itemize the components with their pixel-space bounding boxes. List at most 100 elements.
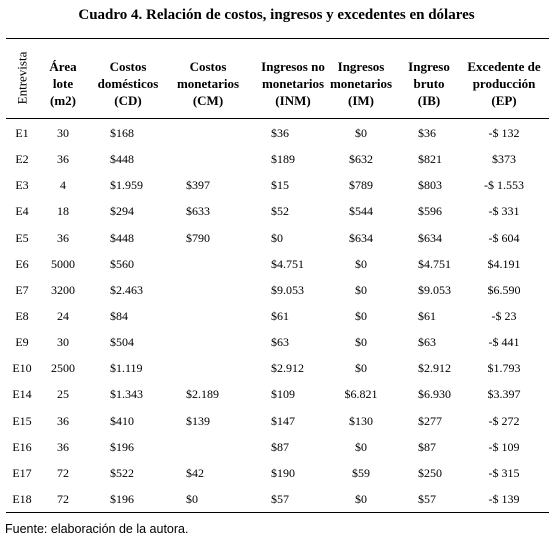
table-cell: $0 xyxy=(355,335,367,350)
header-cell: Costos xyxy=(109,59,147,74)
table-cell: 18 xyxy=(57,204,69,219)
table-cell: $6.930 xyxy=(418,387,451,402)
table-cell: $190 xyxy=(271,465,295,480)
table-cell: $15 xyxy=(271,178,289,193)
table-cell: $36 xyxy=(271,126,289,140)
table-cell: E1 xyxy=(15,126,29,140)
table-cell: $410 xyxy=(110,413,134,428)
table-cell: $2.189 xyxy=(186,387,219,402)
table-cell: $2.912 xyxy=(418,361,451,376)
table-cell: $1.343 xyxy=(110,387,143,402)
table-cell: $522 xyxy=(110,465,134,480)
header-cell: monetarios xyxy=(329,76,393,91)
table-cell: $109 xyxy=(271,387,295,402)
table-cell: -$ 331 xyxy=(488,204,520,219)
table-cell: $1.959 xyxy=(110,178,143,193)
table-cell: $3.397 xyxy=(487,387,521,402)
table-cell: 36 xyxy=(57,439,69,454)
top-rule xyxy=(6,38,549,39)
header-cell: Ingresos no xyxy=(261,59,325,74)
table-cell: $0 xyxy=(355,256,367,271)
table-cell: -$ 109 xyxy=(488,439,520,454)
table-cell: $1.793 xyxy=(487,361,521,376)
table-cell: $789 xyxy=(349,178,373,193)
table-cell: 4 xyxy=(60,178,66,193)
table-cell: 72 xyxy=(57,465,69,480)
header-cell: Costos xyxy=(189,59,227,74)
table-cell: $84 xyxy=(110,308,128,323)
header-cell: (CD) xyxy=(114,93,142,108)
table-cell: $0 xyxy=(355,491,367,506)
header-cell: Área xyxy=(49,59,77,74)
table-cell: $633 xyxy=(186,204,210,219)
table-cell: $250 xyxy=(418,465,442,480)
table-cell: E14 xyxy=(12,387,32,402)
table-title: Cuadro 4. Relación de costos, ingresos y… xyxy=(78,7,475,23)
table-cell: E18 xyxy=(12,491,32,506)
table-cell: $504 xyxy=(110,335,134,350)
table-cell: E9 xyxy=(15,335,29,350)
table-cell: $0 xyxy=(355,439,367,454)
table-cell: $63 xyxy=(418,335,436,350)
table-cell: $397 xyxy=(186,178,210,193)
header-cell: (m2) xyxy=(50,93,76,108)
table-cell: $448 xyxy=(110,230,134,245)
table-cell: $632 xyxy=(349,152,373,167)
table-cell: $4.751 xyxy=(271,256,304,271)
table-cell: $61 xyxy=(418,308,436,323)
table-cell: E6 xyxy=(15,256,29,271)
table-cell: $2.912 xyxy=(271,361,304,376)
table-cell: $57 xyxy=(418,491,436,506)
table-cell: $61 xyxy=(271,308,289,323)
table-cell: $634 xyxy=(349,230,373,245)
table-cell: -$ 441 xyxy=(488,335,520,350)
header-cell: (INM) xyxy=(275,93,311,108)
header-cell: Ingresos xyxy=(337,59,385,74)
table-cell: -$ 23 xyxy=(491,308,517,323)
table-cell: $821 xyxy=(418,152,442,167)
table-cell: E5 xyxy=(15,230,29,245)
table-cell: $196 xyxy=(110,439,134,454)
table-cell: $189 xyxy=(271,152,295,167)
table-cell: $277 xyxy=(418,413,442,428)
table-cell: -$ 139 xyxy=(488,491,520,506)
table-cell: $448 xyxy=(110,152,134,167)
table-cell: 36 xyxy=(57,152,69,167)
table-cell: $634 xyxy=(418,230,442,245)
table-cell: E8 xyxy=(15,308,29,323)
table-cell: $373 xyxy=(492,152,516,167)
header-cell: bruto xyxy=(413,76,445,91)
table-cell: $0 xyxy=(355,308,367,323)
table-cell: $0 xyxy=(355,126,367,140)
table-cell: $36 xyxy=(418,126,436,140)
table-cell: E16 xyxy=(12,439,32,454)
table-cell: $42 xyxy=(186,465,204,480)
table-cell: -$ 132 xyxy=(488,126,520,140)
table-cell: E10 xyxy=(12,361,32,376)
header-cell: (CM) xyxy=(192,93,224,108)
header-cell: domésticos xyxy=(97,76,159,91)
table-cell: $4.191 xyxy=(487,256,521,271)
table-cell: $63 xyxy=(271,335,289,350)
table-cell: E7 xyxy=(15,282,29,297)
header-cell: monetarios xyxy=(261,76,325,91)
table-cell: $803 xyxy=(418,178,442,193)
table-cell: 25 xyxy=(57,387,69,402)
header-cell: Excedente de xyxy=(467,59,541,74)
table-cell: $9.053 xyxy=(418,282,451,297)
table-cell: 2500 xyxy=(51,361,75,376)
table-cell: $147 xyxy=(271,413,295,428)
header-cell: producción xyxy=(472,76,536,91)
table-cell: $9.053 xyxy=(271,282,304,297)
table-cell: E3 xyxy=(15,178,29,193)
table-cell: 36 xyxy=(57,230,69,245)
table-cell: $139 xyxy=(186,413,210,428)
table-cell: $168 xyxy=(110,126,134,140)
table-cell: $52 xyxy=(271,204,289,219)
header-cell: Ingreso xyxy=(408,59,450,74)
table-cell: $544 xyxy=(349,204,373,219)
header-cell: Entrevista xyxy=(14,51,30,105)
table-cell: $0 xyxy=(186,491,198,506)
table-cell: $790 xyxy=(186,230,210,245)
table-cell: 72 xyxy=(57,491,69,506)
